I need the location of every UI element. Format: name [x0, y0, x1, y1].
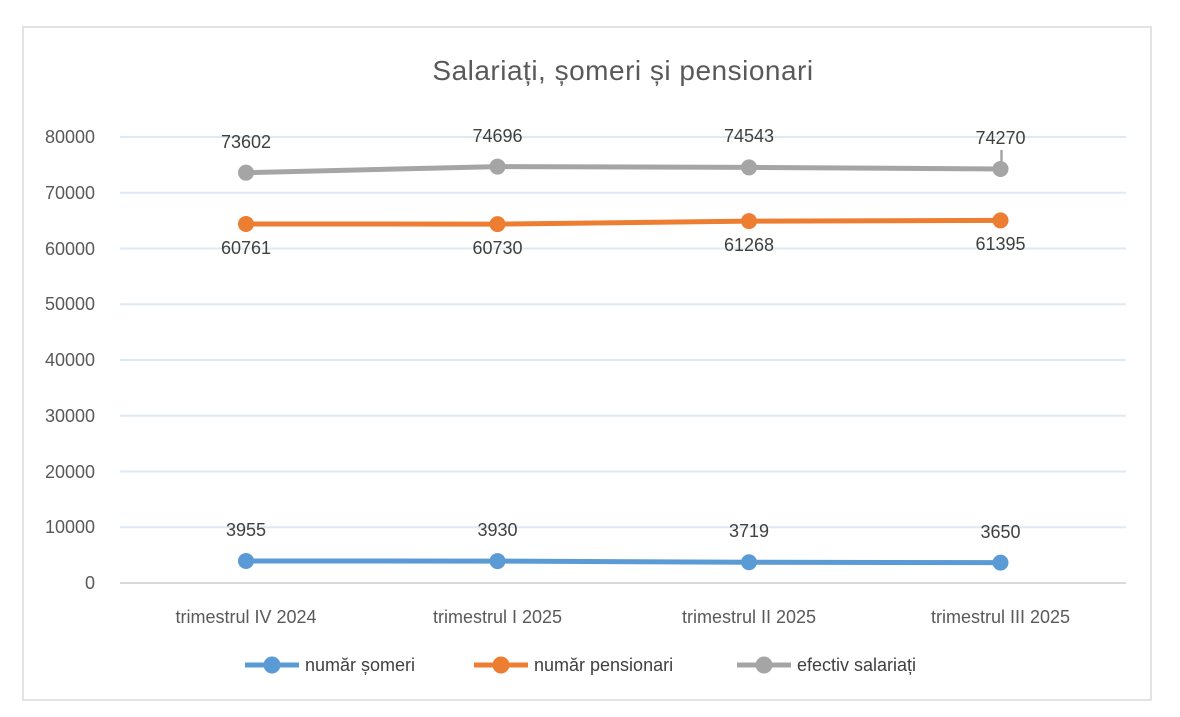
x-axis-category-label: trimestrul II 2025: [681, 607, 817, 627]
legend-label: număr șomeri: [305, 655, 416, 675]
y-axis-tick-label: 30000: [44, 405, 95, 426]
y-axis-tick-label: 40000: [44, 350, 95, 370]
data-label: 3650: [980, 521, 1021, 542]
y-axis-tick-label: 20000: [44, 461, 95, 482]
series-line-2: [243, 164, 1003, 176]
data-label: 61395: [975, 234, 1026, 255]
legend-item-pensionari: număr pensionari: [474, 652, 673, 678]
data-label: 74696: [472, 125, 523, 146]
chart-title: Salariați, șomeri și pensionari: [432, 55, 814, 86]
data-point: [992, 160, 1009, 177]
data-label: 74543: [723, 126, 775, 147]
chart-frame: Salariați, șomeri și pensionari număr șo…: [22, 26, 1152, 701]
y-axis-tick-label: 70000: [44, 182, 95, 203]
data-point: [489, 158, 506, 175]
data-label: 3719: [728, 521, 770, 542]
data-point: [992, 212, 1009, 229]
y-axis-tick-label: 80000: [44, 127, 95, 147]
line-marker-icon: [245, 656, 299, 674]
y-axis-tick-label: 0: [84, 573, 95, 593]
legend-label: număr pensionari: [534, 655, 674, 675]
y-axis-tick-label: 50000: [44, 294, 95, 315]
legend-label: efectiv salariați: [797, 655, 917, 675]
data-point: [238, 552, 254, 569]
data-point: [992, 554, 1009, 571]
data-point: [238, 164, 254, 181]
series-line-0: [243, 558, 1003, 566]
legend-item-someri: număr șomeri: [245, 652, 415, 678]
series-line-1: [243, 217, 1003, 227]
data-label: 73602: [220, 131, 272, 152]
data-label: 60761: [220, 237, 272, 258]
data-point: [238, 215, 254, 232]
data-label: 60730: [472, 238, 523, 259]
y-axis-tick-label: 60000: [44, 238, 95, 259]
data-label: 61268: [723, 235, 775, 256]
y-axis-tick-label: 10000: [44, 517, 95, 538]
legend-item-salariati: efectiv salariați: [737, 652, 916, 678]
x-axis-category-label: trimestrul IV 2024: [175, 607, 317, 627]
line-marker-icon: [474, 656, 528, 674]
data-point: [741, 554, 757, 571]
data-label: 3955: [225, 519, 267, 540]
line-marker-icon: [737, 656, 791, 674]
data-point: [489, 553, 506, 570]
plot-area: [120, 136, 1126, 584]
x-axis-category-label: trimestrul I 2025: [432, 607, 563, 627]
x-axis-category-label: trimestrul III 2025: [930, 607, 1071, 627]
data-label: 74270: [975, 127, 1026, 148]
data-point: [741, 213, 757, 230]
data-point: [489, 216, 506, 233]
data-point: [741, 159, 757, 176]
data-label: 3930: [477, 520, 518, 541]
